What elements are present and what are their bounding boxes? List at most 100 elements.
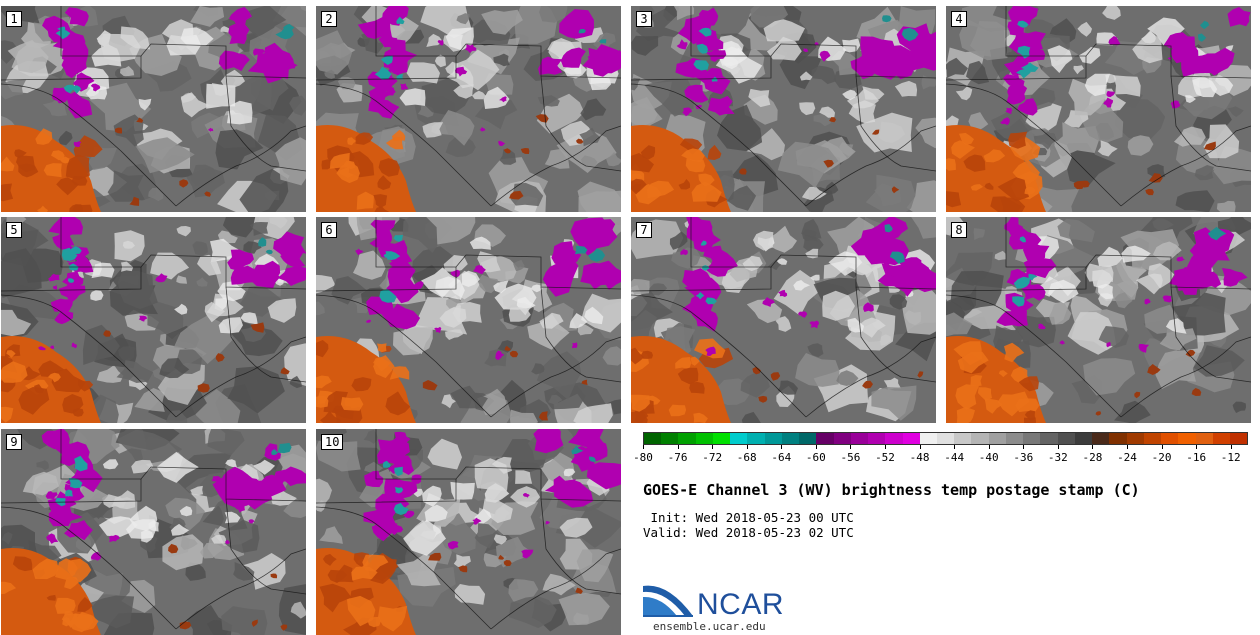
colorbar-segment [678, 433, 696, 444]
stamp-number: 10 [321, 434, 344, 450]
colorbar-tick [815, 445, 817, 449]
wv-map [946, 6, 1251, 212]
logo-wordmark: NCAR [697, 588, 785, 621]
stamp-panel-5: 5 [1, 217, 306, 423]
colorbar-tick [1023, 445, 1025, 449]
colorbar-segment [936, 433, 955, 444]
wv-map [1, 429, 306, 635]
colorbar-tick-label: -32 [1047, 451, 1068, 464]
stamp-number: 7 [636, 222, 652, 238]
colorbar-segment [919, 433, 937, 444]
wv-map [1, 6, 306, 212]
colorbar-tick-labels: -80 -76 -72 -68 -64 -60 -56 -52 -48 -44 -40 -36 -32 -… [633, 449, 1248, 465]
colorbar-tick [1092, 445, 1094, 449]
colorbar-segment [1229, 433, 1248, 444]
plot-title: GOES-E Channel 3 (WV) brightness temp po… [643, 481, 1140, 499]
valid-time: Valid: Wed 2018-05-23 02 UTC [643, 525, 854, 540]
colorbar-segment [868, 433, 886, 444]
stamp-number: 1 [6, 11, 22, 27]
colorbar-segment [1005, 433, 1024, 444]
colorbar-segment [1161, 433, 1179, 444]
colorbar-segment [885, 433, 903, 444]
colorbar-tick-label: -40 [978, 451, 999, 464]
colorbar-tick [1127, 445, 1128, 449]
wv-map [631, 6, 936, 212]
colorbar-segment [1040, 433, 1058, 444]
colorbar-segment [695, 433, 713, 444]
colorbar-tick-label: -24 [1117, 451, 1137, 464]
colorbar-tick [1057, 445, 1059, 449]
colorbar-segment [661, 433, 679, 444]
colorbar-segment [644, 433, 662, 444]
colorbar-segment [902, 433, 920, 444]
init-time: Init: Wed 2018-05-23 00 UTC [643, 510, 854, 525]
colorbar-segment [712, 433, 731, 444]
colorbar-segment [1143, 433, 1162, 444]
colorbar-tick-label: -16 [1186, 451, 1207, 464]
colorbar-segment [1023, 433, 1041, 444]
colorbar-tick [954, 445, 956, 449]
colorbar-segment [954, 433, 972, 444]
stamp-number: 8 [951, 222, 967, 238]
stamp-number: 3 [636, 11, 652, 27]
colorbar-segment [1092, 433, 1110, 444]
colorbar-tick [1161, 445, 1163, 449]
colorbar-segment [1126, 433, 1144, 444]
stamp-number: 5 [6, 222, 22, 238]
colorbar-segment [747, 433, 765, 444]
stamp-panel-7: 7 [631, 217, 936, 423]
colorbar-tick-label: -44 [944, 451, 965, 464]
wv-map [316, 6, 621, 212]
colorbar-tick-label: -80 [633, 451, 653, 464]
stamp-panel-9: 9 [1, 429, 306, 635]
colorbar-segment [1212, 433, 1230, 444]
colorbar-tick-label: -68 [736, 451, 757, 464]
colorbar-segment [781, 433, 800, 444]
stamp-panel-3: 3 [631, 6, 936, 212]
colorbar-tick [643, 445, 644, 449]
stamp-panel-8: 8 [946, 217, 1251, 423]
colorbar-tick [712, 445, 714, 449]
colorbar-segment [1057, 433, 1075, 444]
colorbar-tick-label: -56 [840, 451, 861, 464]
colorbar-tick [1196, 445, 1198, 449]
colorbar-tick [850, 445, 852, 449]
colorbar-tick-label: -64 [771, 451, 792, 464]
colorbar-segment [764, 433, 782, 444]
stamp-panel-10: 10 [316, 429, 621, 635]
stamp-number: 2 [321, 11, 337, 27]
colorbar-tick [919, 445, 921, 449]
colorbar-tick-label: -76 [667, 451, 688, 464]
colorbar-segment [730, 433, 748, 444]
colorbar-segment [850, 433, 869, 444]
colorbar-segment [799, 433, 817, 444]
colorbar-tick-label: -52 [875, 451, 895, 464]
colorbar-segment [1074, 433, 1093, 444]
colorbar-segment [833, 433, 851, 444]
colorbar-tick-label: -60 [805, 451, 826, 464]
colorbar-tick-label: -12 [1220, 451, 1241, 464]
colorbar [643, 432, 1248, 445]
colorbar-tick [1230, 445, 1232, 449]
colorbar-tickmarks [643, 445, 1248, 449]
colorbar-segment [1178, 433, 1196, 444]
colorbar-segment [988, 433, 1006, 444]
colorbar-tick [781, 445, 783, 449]
wv-map [316, 429, 621, 635]
wv-map [1, 217, 306, 423]
colorbar-segment [1109, 433, 1127, 444]
stamp-number: 4 [951, 11, 967, 27]
stamp-number: 9 [6, 434, 22, 450]
colorbar-segment [971, 433, 989, 444]
colorbar-tick-label: -28 [1082, 451, 1103, 464]
colorbar-segment [816, 433, 834, 444]
wv-map [316, 217, 621, 423]
colorbar-tick [677, 445, 679, 449]
stamp-panel-1: 1 [1, 6, 306, 212]
stamp-number: 6 [321, 222, 337, 238]
colorbar-tick-label: -72 [702, 451, 723, 464]
colorbar-tick [988, 445, 990, 449]
colorbar-segment [1195, 433, 1213, 444]
stamp-panel-2: 2 [316, 6, 621, 212]
wv-map [946, 217, 1251, 423]
